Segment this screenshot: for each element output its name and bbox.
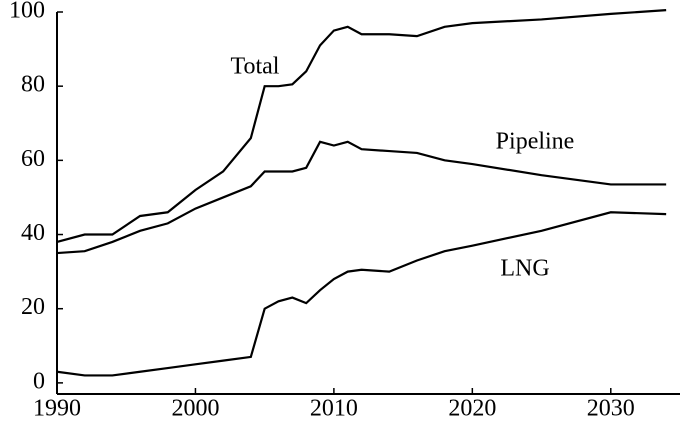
series-line	[56, 211, 667, 377]
y-tick-label: 40	[21, 220, 45, 246]
series-label: LNG	[500, 256, 549, 282]
x-tick-label: 2030	[587, 396, 635, 422]
y-tick-label: 100	[9, 0, 45, 24]
series-label: Pipeline	[496, 129, 575, 155]
x-tick-label: 2020	[448, 396, 496, 422]
y-tick-label: 60	[21, 146, 45, 172]
y-tick-label: 80	[21, 72, 45, 98]
x-tick-label: 2010	[310, 396, 358, 422]
x-tick-label: 2000	[171, 396, 219, 422]
x-tick-label: 1990	[33, 396, 81, 422]
series-label: Total	[231, 54, 280, 80]
series-line	[56, 140, 667, 255]
y-tick-label: 20	[21, 294, 45, 320]
y-tick-label: 0	[33, 368, 45, 394]
series-line	[56, 9, 667, 244]
